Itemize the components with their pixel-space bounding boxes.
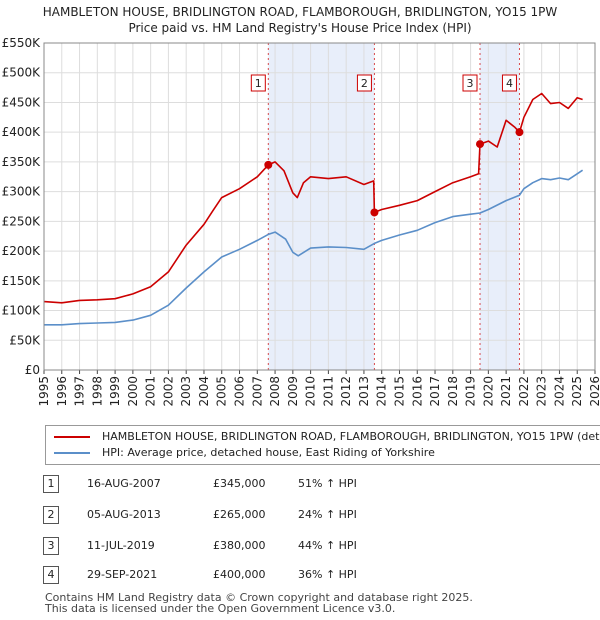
shaded-periods — [268, 43, 520, 370]
x-tick-label: 2001 — [144, 376, 158, 407]
x-tick-label: 1996 — [55, 376, 69, 407]
sale-date: 16-AUG-2007 — [87, 477, 161, 490]
y-tick-label: £100K — [2, 304, 42, 318]
x-tick-label: 2018 — [446, 376, 460, 407]
legend-label-property: HAMBLETON HOUSE, BRIDLINGTON ROAD, FLAMB… — [102, 430, 600, 443]
sale-hpi-change: 36% ↑ HPI — [298, 568, 357, 581]
sale-hpi-change: 44% ↑ HPI — [298, 539, 357, 552]
sale-date: 05-AUG-2013 — [87, 508, 161, 521]
x-tick-label: 2026 — [588, 376, 600, 407]
sale-label: 1 — [255, 77, 262, 90]
x-tick-label: 2006 — [233, 376, 247, 407]
price-chart: 1 2 3 4 £0 £50K £100K £150K £200K £250K £300K £350… — [2, 36, 600, 407]
sale-label: 2 — [361, 77, 368, 90]
x-tick-label: 2002 — [161, 376, 175, 407]
sale-point — [370, 208, 379, 217]
sale-point — [476, 140, 485, 149]
sale-hpi-change: 51% ↑ HPI — [298, 477, 357, 490]
sale-date: 29-SEP-2021 — [87, 568, 158, 581]
x-tick-label: 1995 — [37, 376, 51, 407]
x-tick-label: 2013 — [357, 376, 371, 407]
sale-number-badge: 1 — [43, 475, 59, 493]
sale-price: £345,000 — [213, 477, 266, 490]
x-tick-label: 1998 — [90, 376, 104, 407]
y-tick-label: £0 — [25, 363, 40, 377]
chart-title-line1: HAMBLETON HOUSE, BRIDLINGTON ROAD, FLAMB… — [42, 5, 558, 19]
y-tick-label: £150K — [2, 274, 42, 288]
sale-label-box — [462, 74, 478, 92]
x-tick-label: 2000 — [126, 376, 140, 407]
sale-label: 4 — [506, 77, 513, 90]
y-tick-label: £250K — [2, 214, 42, 228]
sale-point — [264, 160, 273, 169]
x-tick-label: 2022 — [517, 376, 531, 407]
legend-swatch-blue — [54, 452, 90, 454]
shaded-period — [268, 43, 375, 370]
x-tick-label: 2021 — [499, 376, 513, 407]
x-tick-label: 2008 — [268, 376, 282, 407]
plot-frame — [43, 42, 596, 371]
y-tick-label: £550K — [2, 36, 42, 50]
sale-hpi-change: 24% ↑ HPI — [298, 508, 357, 521]
y-tick-label: £300K — [2, 185, 42, 199]
x-tick-label: 2024 — [552, 376, 566, 407]
footer-copyright: Contains HM Land Registry data © Crown c… — [45, 591, 473, 604]
y-tick-label: £450K — [2, 95, 42, 109]
x-tick-label: 2011 — [321, 376, 335, 407]
legend-swatch-red — [54, 436, 90, 438]
footer-licence: This data is licensed under the Open Gov… — [45, 602, 396, 615]
sale-price: £380,000 — [213, 539, 266, 552]
x-tick-label: 1997 — [73, 376, 87, 407]
x-tick-label: 2014 — [375, 376, 389, 407]
y-tick-label: £500K — [2, 66, 42, 80]
y-tick-label: £350K — [2, 155, 42, 169]
x-tick-label: 2003 — [179, 376, 193, 407]
sale-point — [515, 128, 524, 137]
sale-number-badge: 2 — [43, 506, 59, 524]
x-tick-label: 2005 — [215, 376, 229, 407]
legend-label-hpi: HPI: Average price, detached house, East… — [102, 446, 435, 459]
x-tick-label: 2010 — [304, 376, 318, 407]
sale-number-badge: 3 — [43, 537, 59, 555]
chart-title-line2: Price paid vs. HM Land Registry's House … — [128, 21, 472, 35]
x-tick-label: 2007 — [250, 376, 264, 407]
property-price-line — [43, 92, 583, 304]
y-tick-label: £50K — [9, 333, 41, 347]
sale-date: 11-JUL-2019 — [87, 539, 155, 552]
sale-label-box — [501, 74, 517, 92]
sale-number-badge: 4 — [43, 566, 59, 584]
sale-label-box — [250, 74, 266, 92]
axes: £0 £50K £100K £150K £200K £250K £300K £350K £400… — [2, 36, 600, 407]
x-tick-label: 2020 — [481, 376, 495, 407]
sale-price: £265,000 — [213, 508, 266, 521]
y-tick-label: £200K — [2, 244, 42, 258]
x-tick-label: 2023 — [535, 376, 549, 407]
x-tick-label: 2016 — [410, 376, 424, 407]
sale-price: £400,000 — [213, 568, 266, 581]
sale-label-box — [356, 74, 372, 92]
x-tick-label: 2017 — [428, 376, 442, 407]
sale-markers: 1 2 3 4 — [250, 74, 524, 217]
series-lines — [43, 92, 584, 326]
legend: HAMBLETON HOUSE, BRIDLINGTON ROAD, FLAMB… — [45, 425, 600, 465]
x-tick-label: 2012 — [339, 376, 353, 407]
x-tick-label: 2004 — [197, 376, 211, 407]
grid — [43, 42, 596, 371]
legend-item-hpi: HPI: Average price, detached house, East… — [54, 445, 435, 461]
x-tick-label: 2015 — [392, 376, 406, 407]
x-tick-label: 2019 — [464, 376, 478, 407]
x-tick-label: 1999 — [108, 376, 122, 407]
legend-item-property: HAMBLETON HOUSE, BRIDLINGTON ROAD, FLAMB… — [54, 429, 600, 445]
hpi-line — [44, 169, 584, 326]
shaded-period — [480, 43, 520, 370]
x-tick-label: 2009 — [286, 376, 300, 407]
y-tick-label: £400K — [2, 125, 42, 139]
sale-label: 3 — [467, 77, 474, 90]
x-tick-label: 2025 — [570, 376, 584, 407]
